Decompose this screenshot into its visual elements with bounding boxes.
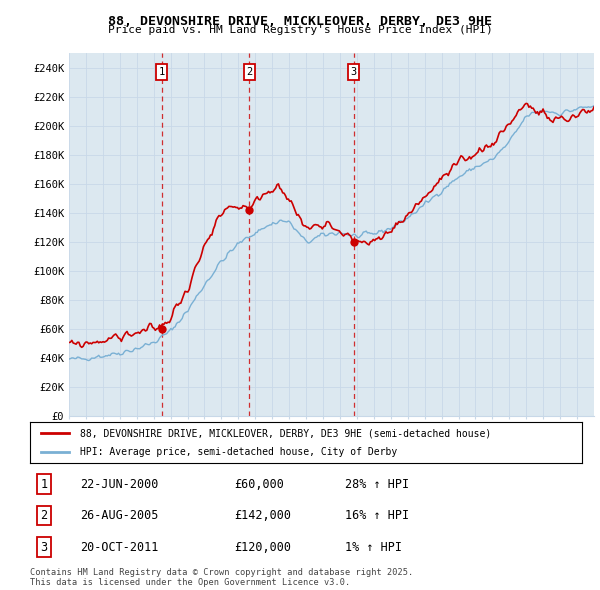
Text: 2: 2 (246, 67, 253, 77)
Text: 1% ↑ HPI: 1% ↑ HPI (344, 540, 401, 553)
Text: 3: 3 (350, 67, 356, 77)
Text: 28% ↑ HPI: 28% ↑ HPI (344, 478, 409, 491)
Text: £120,000: £120,000 (234, 540, 291, 553)
Text: 1: 1 (40, 478, 47, 491)
Text: 26-AUG-2005: 26-AUG-2005 (80, 509, 158, 522)
Text: 2: 2 (40, 509, 47, 522)
Text: Price paid vs. HM Land Registry's House Price Index (HPI): Price paid vs. HM Land Registry's House … (107, 25, 493, 35)
Text: 88, DEVONSHIRE DRIVE, MICKLEOVER, DERBY, DE3 9HE: 88, DEVONSHIRE DRIVE, MICKLEOVER, DERBY,… (108, 15, 492, 28)
Text: 88, DEVONSHIRE DRIVE, MICKLEOVER, DERBY, DE3 9HE (semi-detached house): 88, DEVONSHIRE DRIVE, MICKLEOVER, DERBY,… (80, 428, 491, 438)
Text: 3: 3 (40, 540, 47, 553)
Text: 16% ↑ HPI: 16% ↑ HPI (344, 509, 409, 522)
Text: 20-OCT-2011: 20-OCT-2011 (80, 540, 158, 553)
Text: HPI: Average price, semi-detached house, City of Derby: HPI: Average price, semi-detached house,… (80, 447, 397, 457)
Text: £60,000: £60,000 (234, 478, 284, 491)
Text: 1: 1 (158, 67, 165, 77)
Text: Contains HM Land Registry data © Crown copyright and database right 2025.
This d: Contains HM Land Registry data © Crown c… (30, 568, 413, 587)
Text: £142,000: £142,000 (234, 509, 291, 522)
Text: 22-JUN-2000: 22-JUN-2000 (80, 478, 158, 491)
